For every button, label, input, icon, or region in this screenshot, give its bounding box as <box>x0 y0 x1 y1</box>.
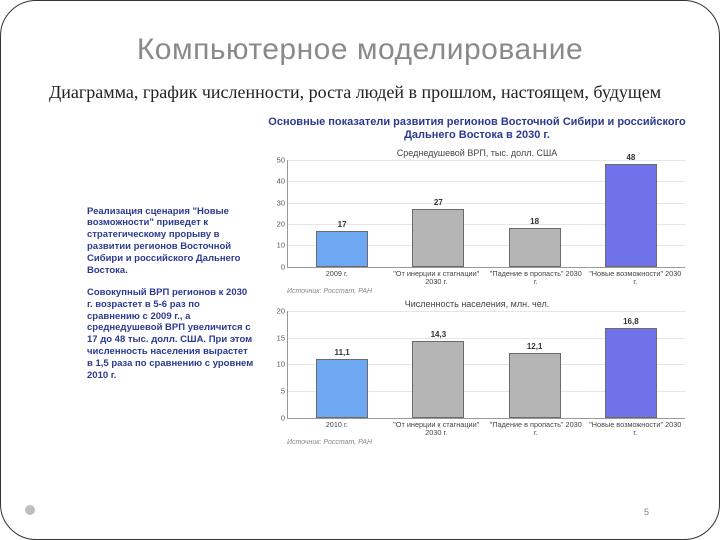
chart-title: Численность населения, млн. чел. <box>265 299 689 309</box>
y-tick-label: 0 <box>281 262 288 271</box>
bar: 16,8 <box>605 328 657 418</box>
x-tick-label: "Падение в пропасть" 2030 г. <box>486 419 586 437</box>
bar-value-label: 27 <box>434 198 443 207</box>
bar: 18 <box>509 228 561 267</box>
y-tick-label: 10 <box>277 360 288 369</box>
chart-grp-top: Среднедушевой ВРП, тыс. долл. США 0 10 20 30… <box>265 148 689 295</box>
bar-value-label: 14,3 <box>431 330 447 339</box>
x-tick-label: "Новые возможности" 2030 г. <box>586 268 686 286</box>
bar-slot: 14,3 <box>390 311 486 418</box>
x-tick-label: 2009 г. <box>287 268 387 286</box>
bar-slot: 18 <box>487 160 583 267</box>
bar-slot: 11,1 <box>294 311 390 418</box>
bar-slot: 12,1 <box>487 311 583 418</box>
side-paragraph-2: Совокупный ВРП регионов к 2030 г. возрас… <box>87 287 255 382</box>
y-tick-label: 0 <box>281 413 288 422</box>
charts-column: Основные показатели развития регионов Во… <box>265 114 689 450</box>
y-tick-label: 10 <box>277 241 288 250</box>
chart-plot: 0510152011,114,312,116,8 <box>287 311 685 419</box>
figure-side-text: Реализация сценария "Новые возможности" … <box>87 114 255 450</box>
bar: 27 <box>412 209 464 267</box>
bar-value-label: 17 <box>338 220 347 229</box>
bar: 48 <box>605 164 657 267</box>
page-number: 5 <box>644 507 649 517</box>
bar-value-label: 11,1 <box>335 348 350 357</box>
y-tick-label: 20 <box>277 220 288 229</box>
bar-value-label: 18 <box>530 217 539 226</box>
chart-plot: 0102030405017271848 <box>287 160 685 268</box>
y-tick-label: 5 <box>281 387 288 396</box>
bar-value-label: 12,1 <box>527 342 543 351</box>
y-tick-label: 30 <box>277 198 288 207</box>
x-tick-label: "От инерции к стагнации" 2030 г. <box>387 419 487 437</box>
y-tick-label: 20 <box>277 306 288 315</box>
bar-value-label: 16,8 <box>623 317 639 326</box>
chart-source: Источник: Росстат, РАН <box>287 288 689 295</box>
bars-container: 11,1 14,3 12,1 16,8 <box>288 311 685 418</box>
bar-value-label: 48 <box>626 153 635 162</box>
bar-slot: 27 <box>390 160 486 267</box>
bar: 14,3 <box>412 341 464 418</box>
y-tick-label: 40 <box>277 177 288 186</box>
x-tick-label: "От инерции к стагнации" 2030 г. <box>387 268 487 286</box>
x-tick-label: "Падение в пропасть" 2030 г. <box>486 268 586 286</box>
figure-container: Реализация сценария "Новые возможности" … <box>87 114 689 450</box>
x-labels-row: 2009 г."От инерции к стагнации" 2030 г."… <box>287 268 685 286</box>
x-tick-label: 2010 г. <box>287 419 387 437</box>
bullet-icon <box>25 505 35 515</box>
x-tick-label: "Новые возможности" 2030 г. <box>586 419 686 437</box>
bar-slot: 17 <box>294 160 390 267</box>
bar: 17 <box>316 231 368 267</box>
bar-slot: 48 <box>583 160 679 267</box>
bar: 11,1 <box>316 359 368 418</box>
x-labels-row: 2010 г."От инерции к стагнации" 2030 г."… <box>287 419 685 437</box>
chart-grp-bottom: Численность населения, млн. чел. 0 5 10 15 20… <box>265 299 689 446</box>
slide-title: Компьютерное моделирование <box>29 33 691 67</box>
bar: 12,1 <box>509 353 561 418</box>
y-tick-label: 50 <box>277 155 288 164</box>
chart-title: Среднедушевой ВРП, тыс. долл. США <box>265 148 689 158</box>
y-tick-label: 15 <box>277 333 288 342</box>
side-paragraph-1: Реализация сценария "Новые возможности" … <box>87 206 255 277</box>
slide-frame: Компьютерное моделирование Диаграмма, гр… <box>0 0 720 540</box>
bar-slot: 16,8 <box>583 311 679 418</box>
chart-source: Источник: Росстат, РАН <box>287 439 689 446</box>
slide-subtitle: Диаграмма, график численности, роста люд… <box>49 81 683 104</box>
bars-container: 17 27 18 48 <box>288 160 685 267</box>
figure-title: Основные показатели развития регионов Во… <box>265 116 689 142</box>
